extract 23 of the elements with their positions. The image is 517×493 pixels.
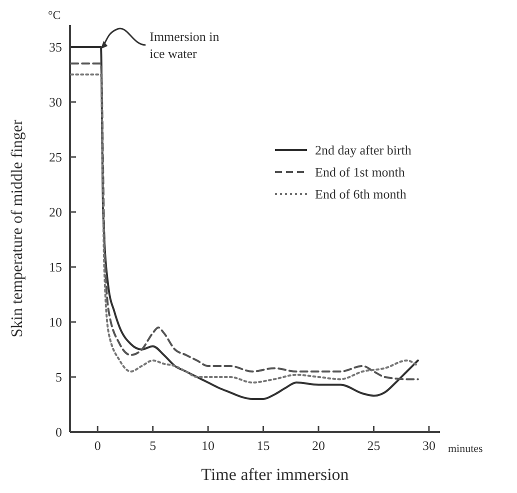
y-tick-label: 10	[49, 314, 62, 330]
y-tick-label: 20	[49, 204, 62, 220]
x-tick-label: 30	[422, 438, 436, 453]
annotation: Immersion in ice water	[150, 29, 220, 61]
legend-label: End of 1st month	[315, 164, 406, 180]
x-tick-label: 25	[367, 438, 380, 453]
x-axis-title: Time after immersion	[201, 465, 350, 484]
y-tick-label: 30	[49, 94, 62, 110]
legend-label: End of 6th month	[315, 186, 407, 202]
x-tick-label: 5	[150, 438, 156, 453]
x-tick-label: 20	[312, 438, 326, 453]
y-tick-label: 15	[49, 260, 62, 275]
x-tick-label: 15	[256, 438, 270, 453]
x-tick-label: 0	[94, 438, 101, 453]
y-tick-label: 25	[49, 150, 62, 165]
y-axis-title: Skin temperature of middle finger	[9, 118, 26, 338]
y-tick-label: 5	[56, 370, 62, 385]
x-tick-label: 10	[202, 438, 215, 453]
text: °C	[48, 8, 61, 22]
y-tick-label: 35	[49, 40, 62, 55]
text: minutes	[448, 443, 483, 455]
legend-label: 2nd day after birth	[315, 142, 412, 158]
y-tick-label: 0	[56, 424, 62, 440]
